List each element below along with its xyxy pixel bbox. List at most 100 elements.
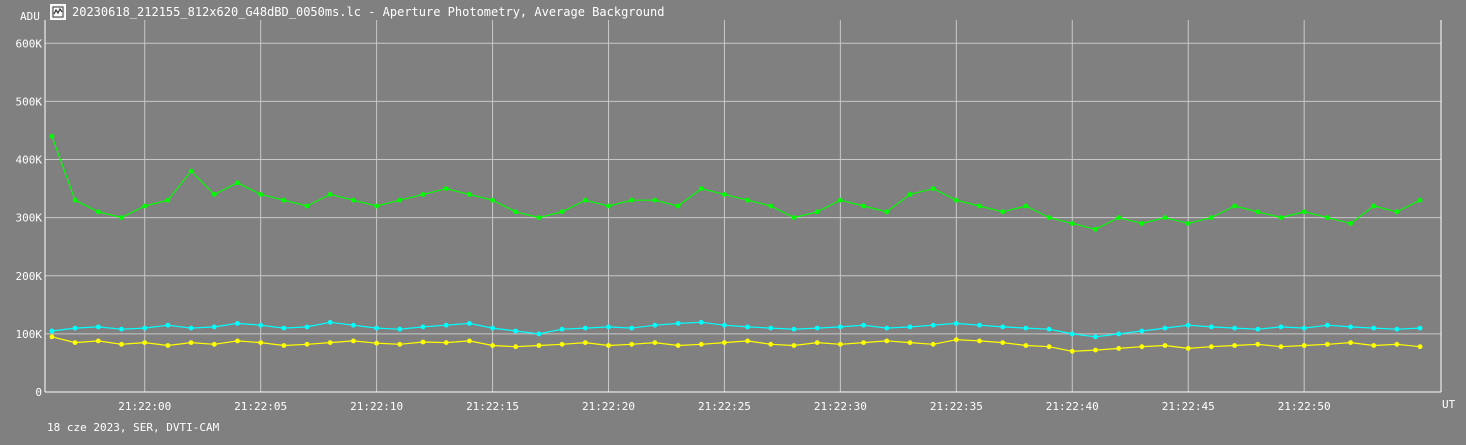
data-point: [327, 192, 333, 197]
data-point: [467, 192, 472, 197]
data-point: [652, 340, 658, 345]
data-point: [698, 186, 704, 192]
data-point: [1255, 209, 1261, 215]
data-point: [652, 197, 658, 203]
data-point: [907, 340, 913, 345]
data-point: [351, 322, 356, 328]
x-tick-label: 21:22:45: [1162, 400, 1215, 413]
data-point: [142, 203, 148, 209]
data-point: [791, 326, 797, 332]
data-point: [1023, 343, 1029, 348]
data-point: [1232, 325, 1237, 331]
data-point: [1278, 324, 1284, 330]
data-point: [1394, 209, 1400, 215]
data-point: [722, 340, 727, 345]
data-point: [1185, 346, 1191, 351]
data-point: [629, 325, 635, 331]
data-point: [235, 180, 240, 186]
x-tick-label: 21:22:10: [350, 400, 403, 413]
x-tick-label: 21:22:20: [582, 400, 635, 413]
data-point: [1417, 197, 1423, 203]
data-point: [1278, 344, 1284, 350]
data-point: [745, 324, 750, 330]
data-point: [675, 203, 681, 209]
x-tick-label: 21:22:05: [234, 400, 287, 413]
data-point: [1185, 221, 1191, 226]
data-point: [420, 324, 426, 330]
data-point: [977, 203, 982, 209]
data-point: [490, 197, 495, 203]
data-point: [1371, 343, 1377, 348]
data-point: [1301, 325, 1307, 331]
data-point: [1232, 203, 1237, 209]
data-point: [953, 337, 959, 343]
data-point: [1093, 334, 1098, 340]
y-tick-label: 300K: [16, 212, 43, 225]
data-point: [142, 325, 148, 331]
y-tick-labels: 0 100K 200K 300K 400K 500K 600K: [16, 37, 43, 399]
y-axis-unit-label: ADU: [20, 10, 40, 23]
data-point: [1325, 322, 1330, 328]
axes: [44, 20, 1442, 393]
data-point: [95, 324, 101, 330]
data-point: [907, 192, 913, 197]
data-point: [1069, 331, 1075, 337]
data-point: [1162, 215, 1168, 221]
data-point: [374, 203, 379, 209]
data-point: [443, 186, 449, 192]
data-point: [397, 341, 403, 347]
data-point: [814, 340, 820, 345]
data-point: [791, 343, 797, 348]
data-point: [1209, 324, 1214, 330]
data-point: [188, 340, 194, 345]
data-point: [1348, 340, 1353, 345]
data-point: [838, 197, 843, 203]
x-tick-label: 21:22:35: [930, 400, 983, 413]
data-point: [1185, 322, 1191, 328]
data-point: [95, 209, 101, 215]
data-point: [72, 325, 78, 331]
data-point: [814, 325, 820, 331]
data-point: [536, 343, 542, 348]
data-point: [1000, 340, 1006, 345]
data-point: [768, 325, 774, 331]
data-point: [884, 209, 890, 215]
x-tick-label: 21:22:00: [118, 400, 171, 413]
data-point: [698, 341, 704, 347]
data-point: [327, 340, 333, 345]
data-point: [953, 197, 959, 203]
y-tick-label: 400K: [16, 154, 43, 167]
data-point: [258, 192, 264, 197]
data-point: [304, 341, 310, 347]
data-point: [559, 209, 565, 215]
data-point: [119, 215, 124, 221]
data-point: [768, 203, 774, 209]
data-point: [281, 325, 287, 331]
data-point: [513, 328, 519, 334]
data-point: [1255, 341, 1261, 347]
data-point: [1325, 341, 1330, 347]
data-point: [420, 339, 426, 345]
data-point: [1139, 221, 1145, 226]
data-point: [606, 203, 611, 209]
data-point: [281, 343, 287, 348]
data-point: [420, 192, 426, 197]
data-point: [1301, 209, 1307, 215]
lightcurve-app-icon[interactable]: [50, 4, 66, 20]
series-line-1: [51, 136, 1421, 230]
data-point: [1046, 326, 1052, 332]
series-line-3: [51, 336, 1421, 352]
data-point: [838, 324, 843, 330]
series-line-2: [51, 321, 1421, 338]
data-point: [675, 343, 681, 348]
data-point: [791, 215, 797, 221]
data-point: [281, 197, 287, 203]
data-point: [559, 326, 565, 332]
data-point: [1000, 324, 1006, 330]
data-point: [490, 325, 495, 331]
x-tick-labels: 21:22:00 21:22:05 21:22:10 21:22:15 21:22:20…: [118, 400, 1330, 413]
data-series: [49, 133, 1423, 354]
data-point: [235, 321, 240, 326]
data-point: [629, 341, 635, 347]
